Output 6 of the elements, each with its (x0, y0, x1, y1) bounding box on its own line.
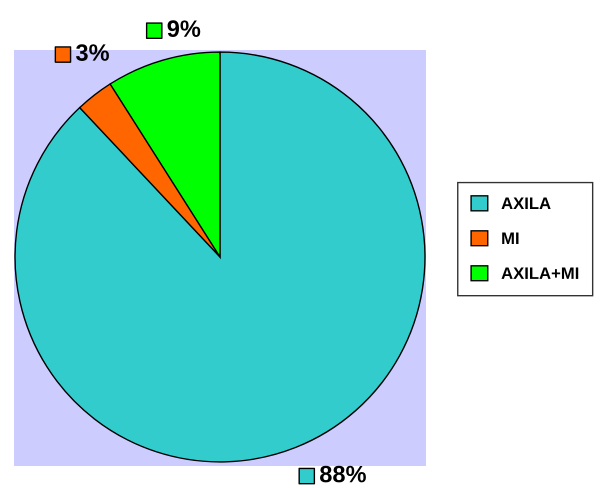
data-label: 9% (168, 20, 200, 38)
legend-label: AXILA+MI (502, 267, 578, 279)
data-label: 3% (76, 44, 109, 61)
legend-label: MI (502, 232, 518, 244)
data-label: 88% (320, 466, 366, 482)
legend-label: AXILA (502, 198, 551, 210)
